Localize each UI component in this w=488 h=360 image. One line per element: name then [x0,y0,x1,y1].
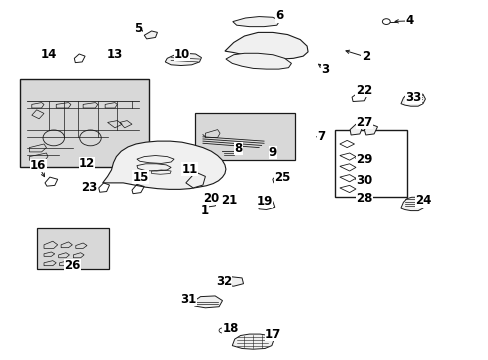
Text: 27: 27 [355,116,372,129]
Polygon shape [102,141,225,189]
Text: 3: 3 [321,63,328,76]
Text: 24: 24 [414,194,430,207]
Text: 9: 9 [268,146,276,159]
Polygon shape [232,17,279,27]
Text: 11: 11 [181,163,198,176]
Text: 17: 17 [264,328,281,341]
Text: 1: 1 [200,204,208,217]
Text: 31: 31 [180,293,196,306]
Text: 21: 21 [220,194,237,207]
Polygon shape [232,334,273,349]
Text: 16: 16 [30,159,46,172]
Polygon shape [185,172,205,188]
Text: 30: 30 [355,174,372,186]
Text: 22: 22 [355,84,371,97]
Text: 20: 20 [203,192,219,205]
Text: 7: 7 [317,130,325,143]
Polygon shape [400,93,425,106]
Polygon shape [221,276,243,286]
Polygon shape [349,124,362,135]
Text: 13: 13 [106,48,122,60]
Text: 8: 8 [234,142,242,155]
Text: 23: 23 [81,181,97,194]
Text: 18: 18 [222,322,239,335]
FancyBboxPatch shape [37,228,109,269]
Text: 5: 5 [134,22,142,35]
FancyBboxPatch shape [194,113,294,160]
Text: 28: 28 [355,192,372,205]
Text: 10: 10 [173,48,190,61]
Text: 26: 26 [64,259,81,272]
Text: 2: 2 [361,50,369,63]
Polygon shape [165,53,201,66]
Polygon shape [144,31,157,39]
Text: 25: 25 [274,171,290,184]
Text: 6: 6 [275,9,283,22]
Polygon shape [364,124,377,135]
Text: 19: 19 [256,195,273,208]
Text: 29: 29 [355,153,372,166]
FancyBboxPatch shape [20,79,149,167]
Text: 15: 15 [132,171,149,184]
Text: 33: 33 [404,91,421,104]
Polygon shape [193,296,222,308]
Polygon shape [400,197,425,211]
Polygon shape [224,32,307,59]
Polygon shape [225,53,291,69]
Text: 14: 14 [41,48,57,61]
Text: 4: 4 [405,14,413,27]
Text: 12: 12 [79,157,95,170]
Text: 32: 32 [215,275,232,288]
